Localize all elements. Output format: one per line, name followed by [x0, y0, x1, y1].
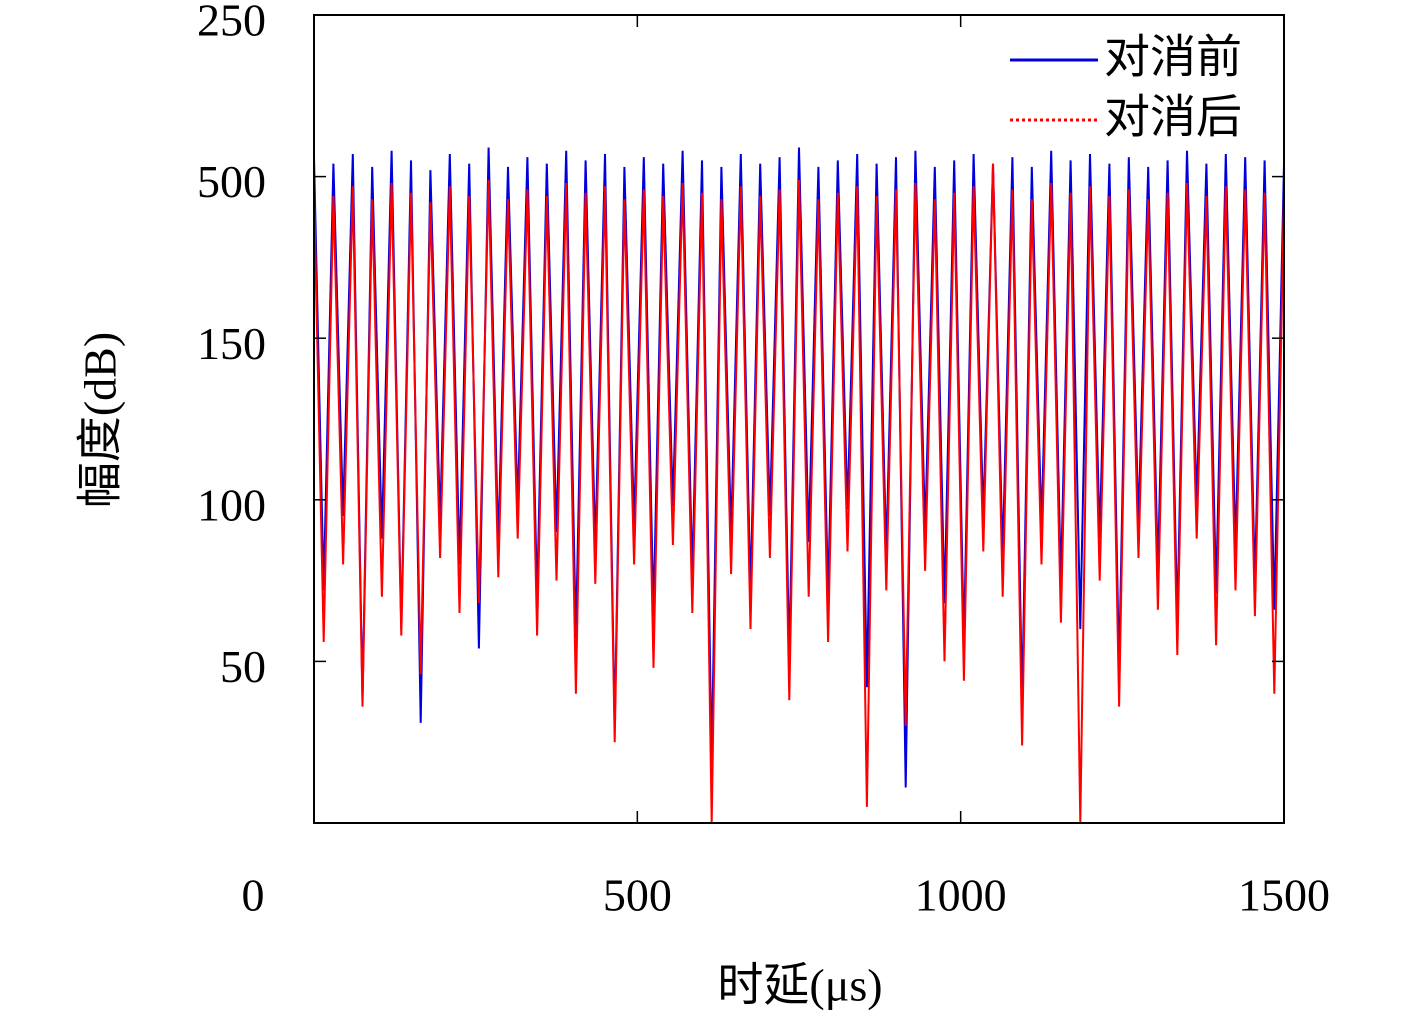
- x-tick-label: 1500: [1238, 870, 1330, 921]
- y-tick-label: 150: [197, 318, 266, 369]
- legend-label: 对消后: [1104, 90, 1242, 144]
- series-line: [313, 163, 1285, 824]
- x-axis-label: 时延(μs): [717, 960, 882, 1011]
- series-line: [313, 147, 1285, 788]
- x-tick-label: 500: [603, 870, 672, 921]
- y-tick-label: 500: [197, 156, 266, 207]
- y-axis-label: 幅度(dB): [75, 332, 126, 508]
- legend-label: 对消前: [1104, 30, 1242, 84]
- x-tick-label: 0: [242, 870, 265, 921]
- y-tick-label: 50: [220, 641, 266, 692]
- y-tick-label: 100: [197, 479, 266, 530]
- y-tick-label: 250: [197, 0, 266, 46]
- plot-frame: [313, 14, 1285, 824]
- x-tick-label: 1000: [915, 870, 1007, 921]
